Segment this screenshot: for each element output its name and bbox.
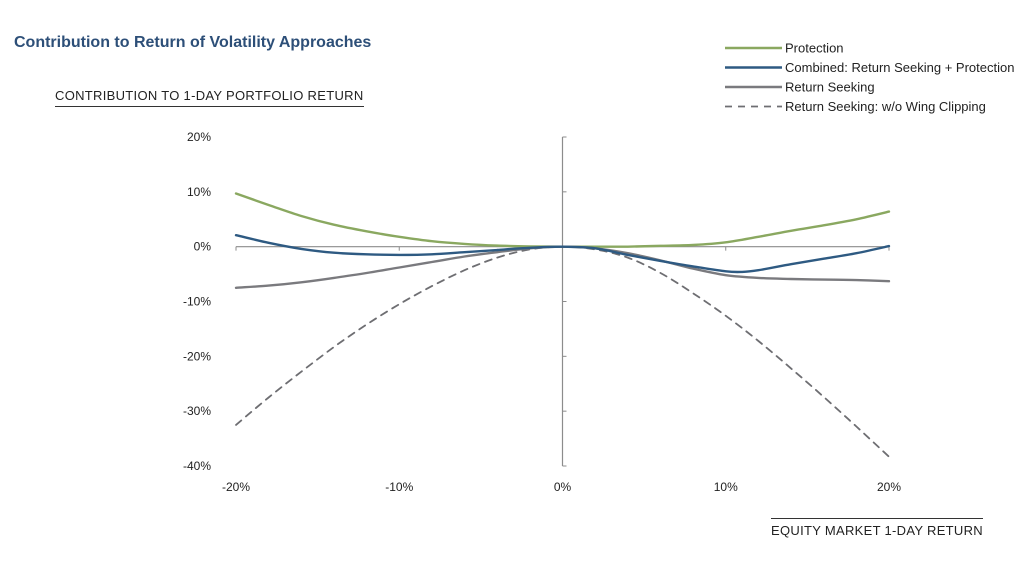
x-axis-label: EQUITY MARKET 1-DAY RETURN bbox=[771, 518, 983, 538]
y-tick-label: -30% bbox=[183, 404, 211, 418]
y-tick-label: -10% bbox=[183, 295, 211, 309]
y-tick-label: -40% bbox=[183, 459, 211, 473]
x-tick-label: -10% bbox=[385, 480, 413, 494]
legend-label-return-seeking: Return Seeking bbox=[785, 80, 875, 95]
y-tick-label: 10% bbox=[187, 185, 211, 199]
x-tick-label: -20% bbox=[222, 480, 250, 494]
x-tick-label: 10% bbox=[714, 480, 738, 494]
axes: -20% -10% 0% 10% 20% 20% 10% 0% -10% -20% -30% -40% bbox=[183, 130, 901, 494]
x-tick-label: 20% bbox=[877, 480, 901, 494]
y-axis-label: CONTRIBUTION TO 1-DAY PORTFOLIO RETURN bbox=[55, 88, 364, 107]
legend-label-return-seeking-w-o-wing-clipping: Return Seeking: w/o Wing Clipping bbox=[785, 99, 986, 114]
chart-title: Contribution to Return of Volatility App… bbox=[14, 34, 372, 51]
x-tick-label: 0% bbox=[554, 480, 572, 494]
y-tick-label: -20% bbox=[183, 349, 211, 363]
legend: Protection Combined: Return Seeking + Pro… bbox=[725, 41, 1014, 114]
series-line-combined-return-seeking-protection bbox=[234, 234, 891, 274]
y-tick-label: 0% bbox=[194, 240, 212, 254]
y-tick-label: 20% bbox=[187, 130, 211, 144]
series-layer bbox=[234, 192, 891, 458]
legend-label-protection: Protection bbox=[785, 41, 844, 56]
legend-label-combined-return-seeking-protection: Combined: Return Seeking + Protection bbox=[785, 60, 1014, 75]
